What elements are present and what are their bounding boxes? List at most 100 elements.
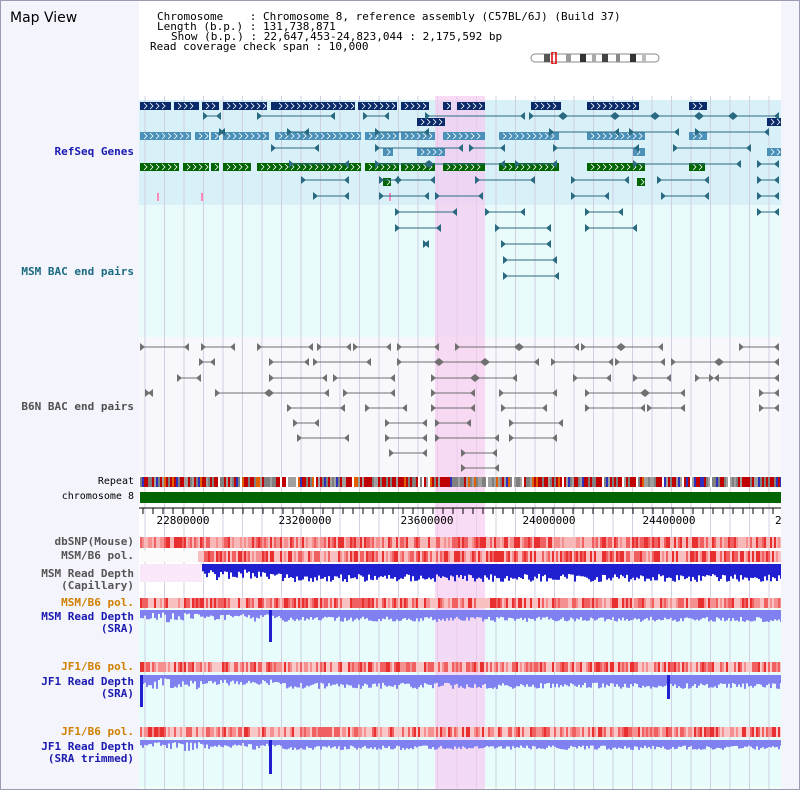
polymorphism-mark [770, 598, 772, 608]
polymorphism-mark [726, 551, 728, 562]
b6n-bac-pair-end [466, 419, 471, 427]
polymorphism-mark [176, 598, 178, 608]
strand-arrow [244, 102, 249, 110]
read-depth-bar [366, 675, 368, 685]
genome-track-panel[interactable]: 22800000 23200000 23600000 24000000 24400000… [139, 96, 781, 790]
polymorphism-mark [176, 537, 178, 548]
read-depth-spike [269, 740, 272, 774]
chromosome-ideogram[interactable] [530, 52, 662, 64]
read-depth-bar [680, 740, 682, 748]
read-depth-bar [260, 740, 262, 746]
read-depth-bar [512, 675, 514, 689]
repeat-mark [732, 477, 734, 487]
polymorphism-mark [630, 598, 632, 608]
read-depth-bar [192, 610, 194, 619]
read-depth-bar [684, 610, 686, 618]
repeat-mark [564, 477, 566, 487]
current-region-marker [551, 52, 557, 64]
polymorphism-mark [294, 598, 296, 608]
polymorphism-mark [680, 537, 682, 548]
polymorphism-mark [168, 598, 170, 608]
polymorphism-mark [644, 551, 646, 562]
polymorphism-mark [452, 537, 454, 548]
repeat-mark [490, 477, 492, 487]
b6n-bac-pair-end [461, 449, 466, 457]
read-depth-bar [646, 610, 648, 619]
read-depth-bar [320, 564, 322, 579]
read-depth-bar [212, 610, 214, 617]
read-depth-bar [252, 564, 254, 574]
read-depth-bar [474, 610, 476, 619]
read-depth-bar [472, 610, 474, 618]
polymorphism-mark [248, 537, 250, 548]
read-depth-bar [184, 740, 186, 751]
read-depth-bar [524, 740, 526, 749]
read-depth-bar [244, 675, 246, 685]
polymorphism-mark [364, 662, 366, 672]
repeat-mark [646, 477, 648, 487]
polymorphism-mark [502, 551, 504, 562]
polymorphism-mark [214, 727, 216, 737]
strand-arrow [602, 163, 607, 171]
read-depth-bar [296, 610, 298, 619]
read-depth-bar [350, 675, 352, 686]
read-depth-bar [262, 675, 264, 681]
gene-feature [140, 102, 171, 110]
polymorphism-mark [302, 551, 304, 562]
polymorphism-mark [512, 598, 514, 608]
read-depth-bar [626, 675, 628, 688]
polymorphism-mark [522, 662, 524, 672]
read-depth-bar [374, 564, 376, 576]
repeat-mark [408, 477, 410, 487]
read-depth-bar [764, 564, 766, 577]
read-depth-bar [730, 740, 732, 747]
polymorphism-mark [670, 537, 672, 548]
read-depth-bar [444, 740, 446, 749]
polymorphism-mark [766, 551, 768, 562]
read-depth-bar [732, 610, 734, 619]
polymorphism-mark [262, 662, 264, 672]
polymorphism-mark [762, 537, 764, 548]
read-depth-bar [632, 564, 634, 578]
polymorphism-mark [422, 598, 424, 608]
polymorphism-mark [718, 537, 720, 548]
polymorphism-mark [254, 551, 256, 562]
read-depth-bar [760, 610, 762, 619]
read-depth-bar [382, 610, 384, 619]
read-depth-bar [374, 675, 376, 684]
polymorphism-mark [390, 598, 392, 608]
read-depth-bar [308, 610, 310, 620]
polymorphism-mark [778, 662, 780, 672]
read-depth-bar [690, 675, 692, 688]
read-depth-bar [734, 740, 736, 746]
polymorphism-mark [528, 537, 530, 548]
polymorphism-mark [210, 551, 212, 562]
gene-feature [223, 132, 269, 140]
b6n-bac-pair-end [313, 358, 318, 366]
repeat-mark [224, 477, 226, 487]
polymorphism-mark [678, 551, 680, 562]
polymorphism-mark [706, 598, 708, 608]
read-depth-bar [612, 675, 614, 684]
read-depth-bar [696, 610, 698, 620]
read-depth-bar [326, 564, 328, 582]
polymorphism-mark [692, 727, 694, 737]
polymorphism-mark [534, 551, 536, 562]
polymorphism-mark [354, 537, 356, 548]
repeat-mark [194, 477, 196, 487]
polymorphism-mark [362, 551, 364, 562]
read-depth-bar [254, 564, 256, 577]
read-depth-bar [454, 610, 456, 619]
polymorphism-mark [348, 598, 350, 608]
b6n-bac-pair-end [304, 358, 309, 366]
msm-bac-pair-end [604, 192, 609, 200]
read-depth-bar [596, 610, 598, 620]
read-depth-bar [290, 740, 292, 748]
read-depth-bar [276, 610, 278, 618]
polymorphism-mark [222, 551, 224, 562]
polymorphism-mark [268, 551, 270, 562]
repeat-mark [428, 477, 430, 487]
polymorphism-mark [682, 727, 684, 737]
repeat-mark [270, 477, 272, 487]
polymorphism-mark [414, 662, 416, 672]
